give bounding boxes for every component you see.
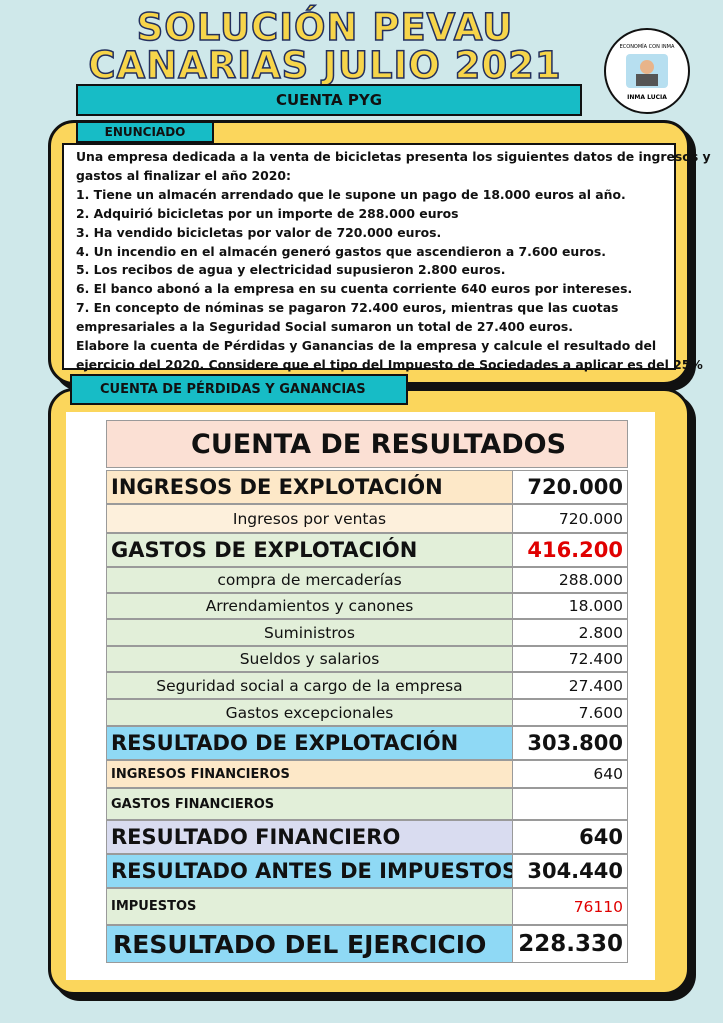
subtitle-bar: CUENTA PYG [76, 84, 582, 116]
row-value: 76110 [512, 888, 628, 925]
enunciado-line: 1. Tiene un almacén arrendado que le sup… [76, 186, 626, 202]
enunciado-line: 7. En concepto de nóminas se pagaron 72.… [76, 300, 619, 316]
row-value: 303.800 [512, 726, 628, 760]
logo-name: INMA LUCIA [627, 94, 667, 101]
row-label: Gastos excepcionales [106, 699, 513, 726]
enunciado-line: Elabore la cuenta de Pérdidas y Ganancia… [76, 338, 657, 353]
row-label: IMPUESTOS [106, 888, 513, 925]
row-value: 640 [512, 760, 628, 788]
row-value: 640 [512, 820, 628, 854]
row-value: 2.800 [512, 619, 628, 646]
enunciado-label-box: ENUNCIADO [76, 121, 214, 143]
row-label: RESULTADO DEL EJERCICIO [106, 925, 513, 963]
row-label: Suministros [106, 619, 513, 646]
row-value [512, 788, 628, 820]
row-value: 72.400 [512, 646, 628, 672]
enunciado-line: 5. Los recibos de agua y electricidad su… [76, 262, 506, 278]
enunciado-line: empresariales a la Seguridad Social suma… [76, 319, 573, 335]
row-value: 18.000 [512, 593, 628, 619]
logo-top-text: ECONOMÍA CON INMA [619, 44, 675, 50]
row-value: 7.600 [512, 699, 628, 726]
row-value: 720.000 [512, 504, 628, 533]
row-label: Sueldos y salarios [106, 646, 513, 672]
logo-picture [626, 54, 668, 88]
row-label: INGRESOS DE EXPLOTACIÓN [106, 470, 513, 504]
row-label: GASTOS DE EXPLOTACIÓN [106, 533, 513, 567]
row-label: compra de mercaderías [106, 567, 513, 593]
row-value: 416.200 [512, 533, 628, 567]
enunciado-label: ENUNCIADO [104, 125, 186, 139]
enunciado-line: 2. Adquirió bicicletas por un importe de… [76, 205, 459, 221]
enunciado-line: 4. Un incendio en el almacén generó gast… [76, 243, 606, 259]
enunciado-line: Una empresa dedicada a la venta de bicic… [76, 149, 711, 164]
title-line: SOLUCIÓN PEVAU [136, 6, 514, 49]
row-value: 304.440 [512, 854, 628, 888]
row-label: RESULTADO DE EXPLOTACIÓN [106, 726, 513, 760]
logo: ECONOMÍA CON INMA INMA LUCIA [604, 28, 690, 114]
row-value: 288.000 [512, 567, 628, 593]
subtitle: CUENTA PYG [275, 91, 383, 109]
row-label: GASTOS FINANCIEROS [106, 788, 513, 820]
row-value: 27.400 [512, 672, 628, 699]
enunciado-line: 6. El banco abonó a la empresa en su cue… [76, 281, 633, 297]
row-label: INGRESOS FINANCIEROS [106, 760, 513, 788]
row-label: RESULTADO ANTES DE IMPUESTOS [106, 854, 517, 888]
row-label: Arrendamientos y canones [106, 593, 513, 619]
title-line: CANARIAS JULIO 2021 [88, 44, 562, 87]
row-label: Seguridad social a cargo de la empresa [106, 672, 513, 699]
section-label-box: CUENTA DE PÉRDIDAS Y GANANCIAS [70, 374, 408, 405]
section-label: CUENTA DE PÉRDIDAS Y GANANCIAS [100, 382, 366, 397]
row-value: 720.000 [512, 470, 628, 504]
logo-face [640, 60, 654, 74]
enunciado-line: 3. Ha vendido bicicletas por valor de 72… [76, 224, 442, 240]
logo-laptop [636, 74, 658, 86]
table-title-text: CUENTA DE RESULTADOS [191, 428, 567, 460]
row-value: 228.330 [512, 925, 628, 963]
row-label: Ingresos por ventas [106, 504, 513, 533]
table-title: CUENTA DE RESULTADOS [106, 420, 628, 468]
enunciado-box [62, 143, 676, 370]
row-label: RESULTADO FINANCIERO [106, 820, 513, 854]
enunciado-line: ejercicio del 2020. Considere que el tip… [76, 356, 703, 372]
enunciado-line: gastos al finalizar el año 2020: [76, 167, 291, 183]
